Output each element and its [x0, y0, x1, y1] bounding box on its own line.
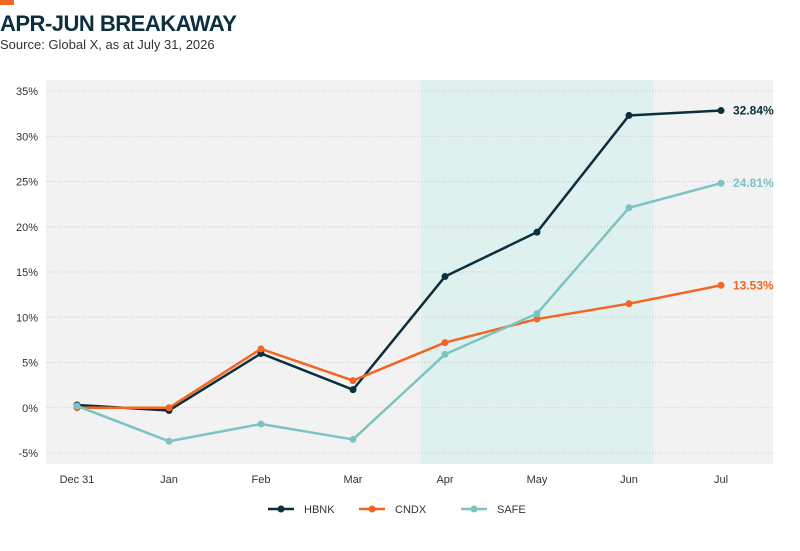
series-line-hbnk	[76, 109, 722, 412]
y-tick-label: 15%	[16, 267, 38, 279]
data-point-cndx	[349, 377, 357, 385]
data-point-cndx	[625, 300, 633, 308]
highlight-band	[421, 80, 654, 464]
x-tick-label: Dec 31	[60, 474, 95, 486]
x-tick-label: Jul	[714, 474, 728, 486]
data-point-safe	[717, 179, 725, 187]
legend-label-hbnk: HBNK	[304, 504, 335, 516]
legend-label-safe: SAFE	[497, 504, 526, 516]
chart-title: APR-JUN BREAKAWAY	[0, 11, 237, 36]
y-tick-label: 30%	[16, 131, 38, 143]
legend-marker-cndx	[368, 505, 376, 513]
x-tick-label: May	[527, 474, 548, 486]
end-label-safe: 24.81%	[733, 176, 774, 190]
y-tick-label: 20%	[16, 222, 38, 234]
series-line-cndx	[77, 284, 722, 409]
data-point-safe	[73, 402, 81, 410]
data-point-hbnk	[533, 228, 541, 236]
data-point-hbnk	[441, 273, 449, 281]
data-point-safe	[441, 350, 449, 358]
data-point-cndx	[441, 339, 449, 347]
data-point-safe	[257, 420, 265, 428]
end-label-hbnk: 32.84%	[733, 104, 774, 118]
data-point-hbnk	[625, 111, 633, 119]
data-point-cndx	[717, 281, 725, 289]
data-point-hbnk	[717, 107, 725, 115]
y-tick-label: 0%	[22, 403, 38, 415]
y-tick-label: 10%	[16, 312, 38, 324]
data-point-safe	[165, 437, 173, 445]
y-tick-label: 35%	[16, 86, 38, 98]
y-tick-label: 5%	[22, 358, 38, 370]
data-point-cndx	[533, 315, 541, 323]
data-point-hbnk	[349, 386, 357, 394]
legend-marker-hbnk	[277, 505, 285, 513]
end-label-cndx: 13.53%	[733, 278, 774, 292]
y-tick-label: -5%	[18, 448, 38, 460]
data-point-safe	[349, 435, 357, 443]
y-tick-label: 25%	[16, 177, 38, 189]
x-tick-label: Jun	[620, 474, 638, 486]
legend-marker-safe	[470, 505, 478, 513]
data-point-cndx	[165, 404, 173, 412]
data-point-safe	[625, 204, 633, 212]
series-line-safe	[76, 182, 722, 443]
x-tick-label: Jan	[160, 474, 178, 486]
x-tick-label: Apr	[436, 474, 453, 486]
x-tick-label: Feb	[252, 474, 271, 486]
chart-source: Source: Global X, as at July 31, 2026	[0, 37, 215, 52]
data-point-safe	[533, 310, 541, 318]
x-tick-label: Mar	[344, 474, 363, 486]
legend-label-cndx: CNDX	[395, 504, 427, 516]
data-point-cndx	[257, 345, 265, 353]
accent-tab	[0, 0, 14, 5]
